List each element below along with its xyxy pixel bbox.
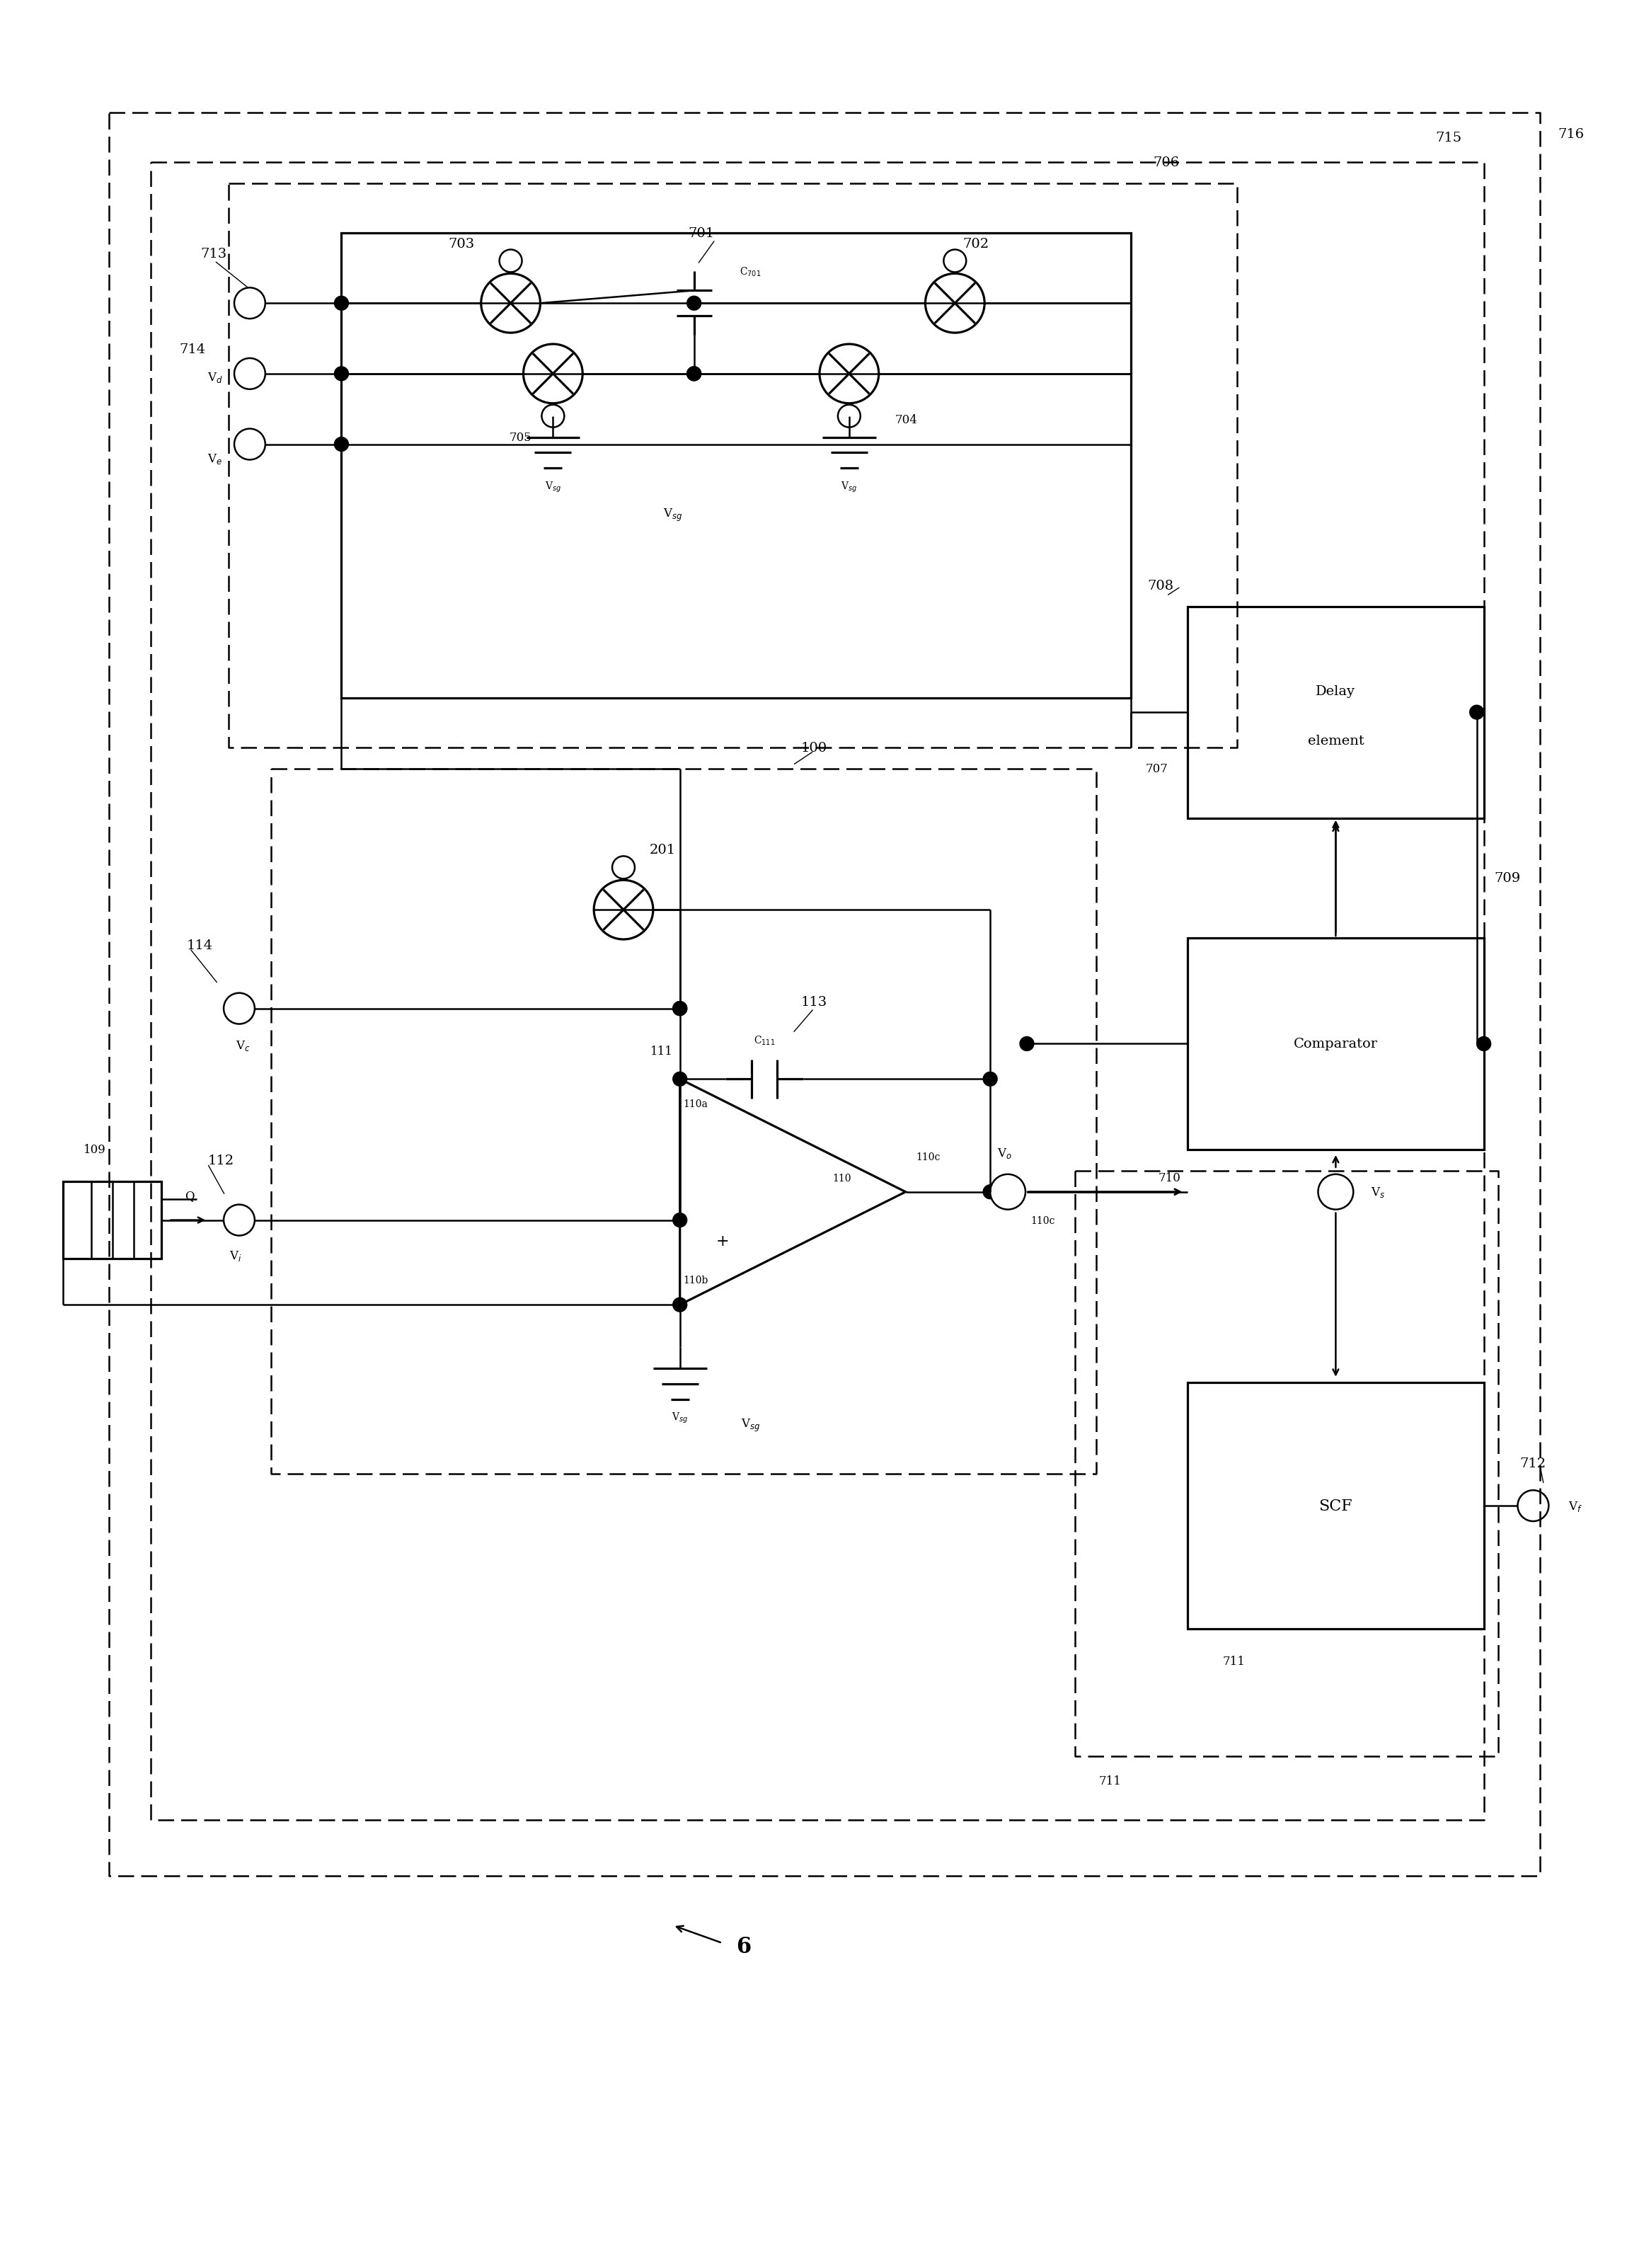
Text: Delay: Delay	[1315, 685, 1356, 699]
Circle shape	[233, 429, 265, 460]
Bar	[1187, 608, 1485, 819]
Text: Comparator: Comparator	[1294, 1039, 1378, 1050]
Text: 702: 702	[963, 238, 990, 249]
Circle shape	[672, 1297, 687, 1313]
Text: Q: Q	[186, 1191, 194, 1202]
Text: 716: 716	[1559, 129, 1585, 141]
Text: 201: 201	[649, 844, 676, 857]
Circle shape	[926, 274, 985, 333]
Text: 703: 703	[449, 238, 475, 249]
Circle shape	[1318, 1175, 1353, 1209]
Circle shape	[593, 880, 653, 939]
Text: C$_{701}$: C$_{701}$	[740, 265, 761, 279]
Text: 110c: 110c	[1031, 1216, 1055, 1225]
Text: V$_e$: V$_e$	[207, 451, 222, 465]
Circle shape	[523, 345, 582, 404]
Bar	[62, 1182, 161, 1259]
Text: V$_o$: V$_o$	[996, 1148, 1011, 1161]
Circle shape	[944, 249, 967, 272]
Bar	[342, 234, 1131, 699]
Text: 712: 712	[1521, 1458, 1547, 1470]
Text: 110: 110	[834, 1173, 852, 1184]
Text: 709: 709	[1494, 871, 1521, 885]
Text: V$_s$: V$_s$	[1371, 1186, 1386, 1200]
Text: V$_{sg}$: V$_{sg}$	[544, 481, 561, 494]
Circle shape	[224, 993, 255, 1025]
Bar	[1187, 1383, 1485, 1628]
Circle shape	[224, 1204, 255, 1236]
Text: element: element	[1307, 735, 1365, 746]
Text: 111: 111	[651, 1046, 672, 1057]
Circle shape	[482, 274, 541, 333]
Circle shape	[612, 857, 635, 880]
Circle shape	[541, 406, 564, 429]
Circle shape	[819, 345, 880, 404]
Circle shape	[1470, 705, 1485, 719]
Circle shape	[334, 367, 349, 381]
Circle shape	[672, 1073, 687, 1086]
Text: 100: 100	[801, 742, 827, 755]
Circle shape	[687, 367, 700, 381]
Text: 713: 713	[201, 247, 227, 261]
Text: 112: 112	[207, 1154, 233, 1166]
Text: V$_f$: V$_f$	[1568, 1499, 1583, 1513]
Circle shape	[500, 249, 521, 272]
Text: 707: 707	[1146, 762, 1167, 776]
Text: SCF: SCF	[1318, 1499, 1353, 1513]
Text: 710: 710	[1157, 1173, 1180, 1184]
Text: 704: 704	[894, 415, 917, 426]
Text: 706: 706	[1154, 156, 1180, 170]
Circle shape	[687, 297, 700, 311]
Circle shape	[233, 288, 265, 320]
Text: 6: 6	[737, 1935, 751, 1957]
Circle shape	[1019, 1036, 1034, 1050]
Text: V$_c$: V$_c$	[235, 1039, 250, 1052]
Text: 711: 711	[1223, 1656, 1246, 1667]
Circle shape	[672, 1213, 687, 1227]
Text: V$_d$: V$_d$	[207, 372, 224, 386]
Text: 110b: 110b	[684, 1275, 709, 1286]
Circle shape	[838, 406, 860, 429]
Text: 708: 708	[1148, 578, 1174, 592]
Text: V$_{sg}$: V$_{sg}$	[741, 1418, 760, 1433]
Text: 714: 714	[179, 342, 206, 356]
Text: 110c: 110c	[916, 1152, 940, 1161]
Text: V$_{sg}$: V$_{sg}$	[672, 1411, 689, 1424]
Text: 701: 701	[687, 227, 713, 240]
Text: 114: 114	[186, 939, 212, 953]
Text: C$_{111}$: C$_{111}$	[755, 1034, 776, 1048]
Text: 109: 109	[84, 1143, 105, 1157]
Text: +: +	[715, 1234, 728, 1250]
Circle shape	[233, 358, 265, 390]
Text: 113: 113	[801, 996, 827, 1009]
Text: 711: 711	[1098, 1776, 1121, 1787]
Circle shape	[672, 1002, 687, 1016]
Circle shape	[334, 438, 349, 451]
Circle shape	[990, 1175, 1026, 1209]
Text: 715: 715	[1435, 132, 1462, 145]
Circle shape	[672, 1002, 687, 1016]
Circle shape	[983, 1073, 998, 1086]
Circle shape	[334, 297, 349, 311]
Text: V$_{sg}$: V$_{sg}$	[842, 481, 858, 494]
Text: 110a: 110a	[684, 1100, 709, 1109]
Circle shape	[1517, 1490, 1549, 1522]
Circle shape	[1476, 1036, 1491, 1050]
Text: 705: 705	[510, 431, 531, 445]
Circle shape	[687, 367, 700, 381]
Bar	[1187, 939, 1485, 1150]
Circle shape	[983, 1186, 998, 1200]
Text: V$_i$: V$_i$	[230, 1250, 242, 1263]
Text: V$_{sg}$: V$_{sg}$	[663, 508, 682, 524]
